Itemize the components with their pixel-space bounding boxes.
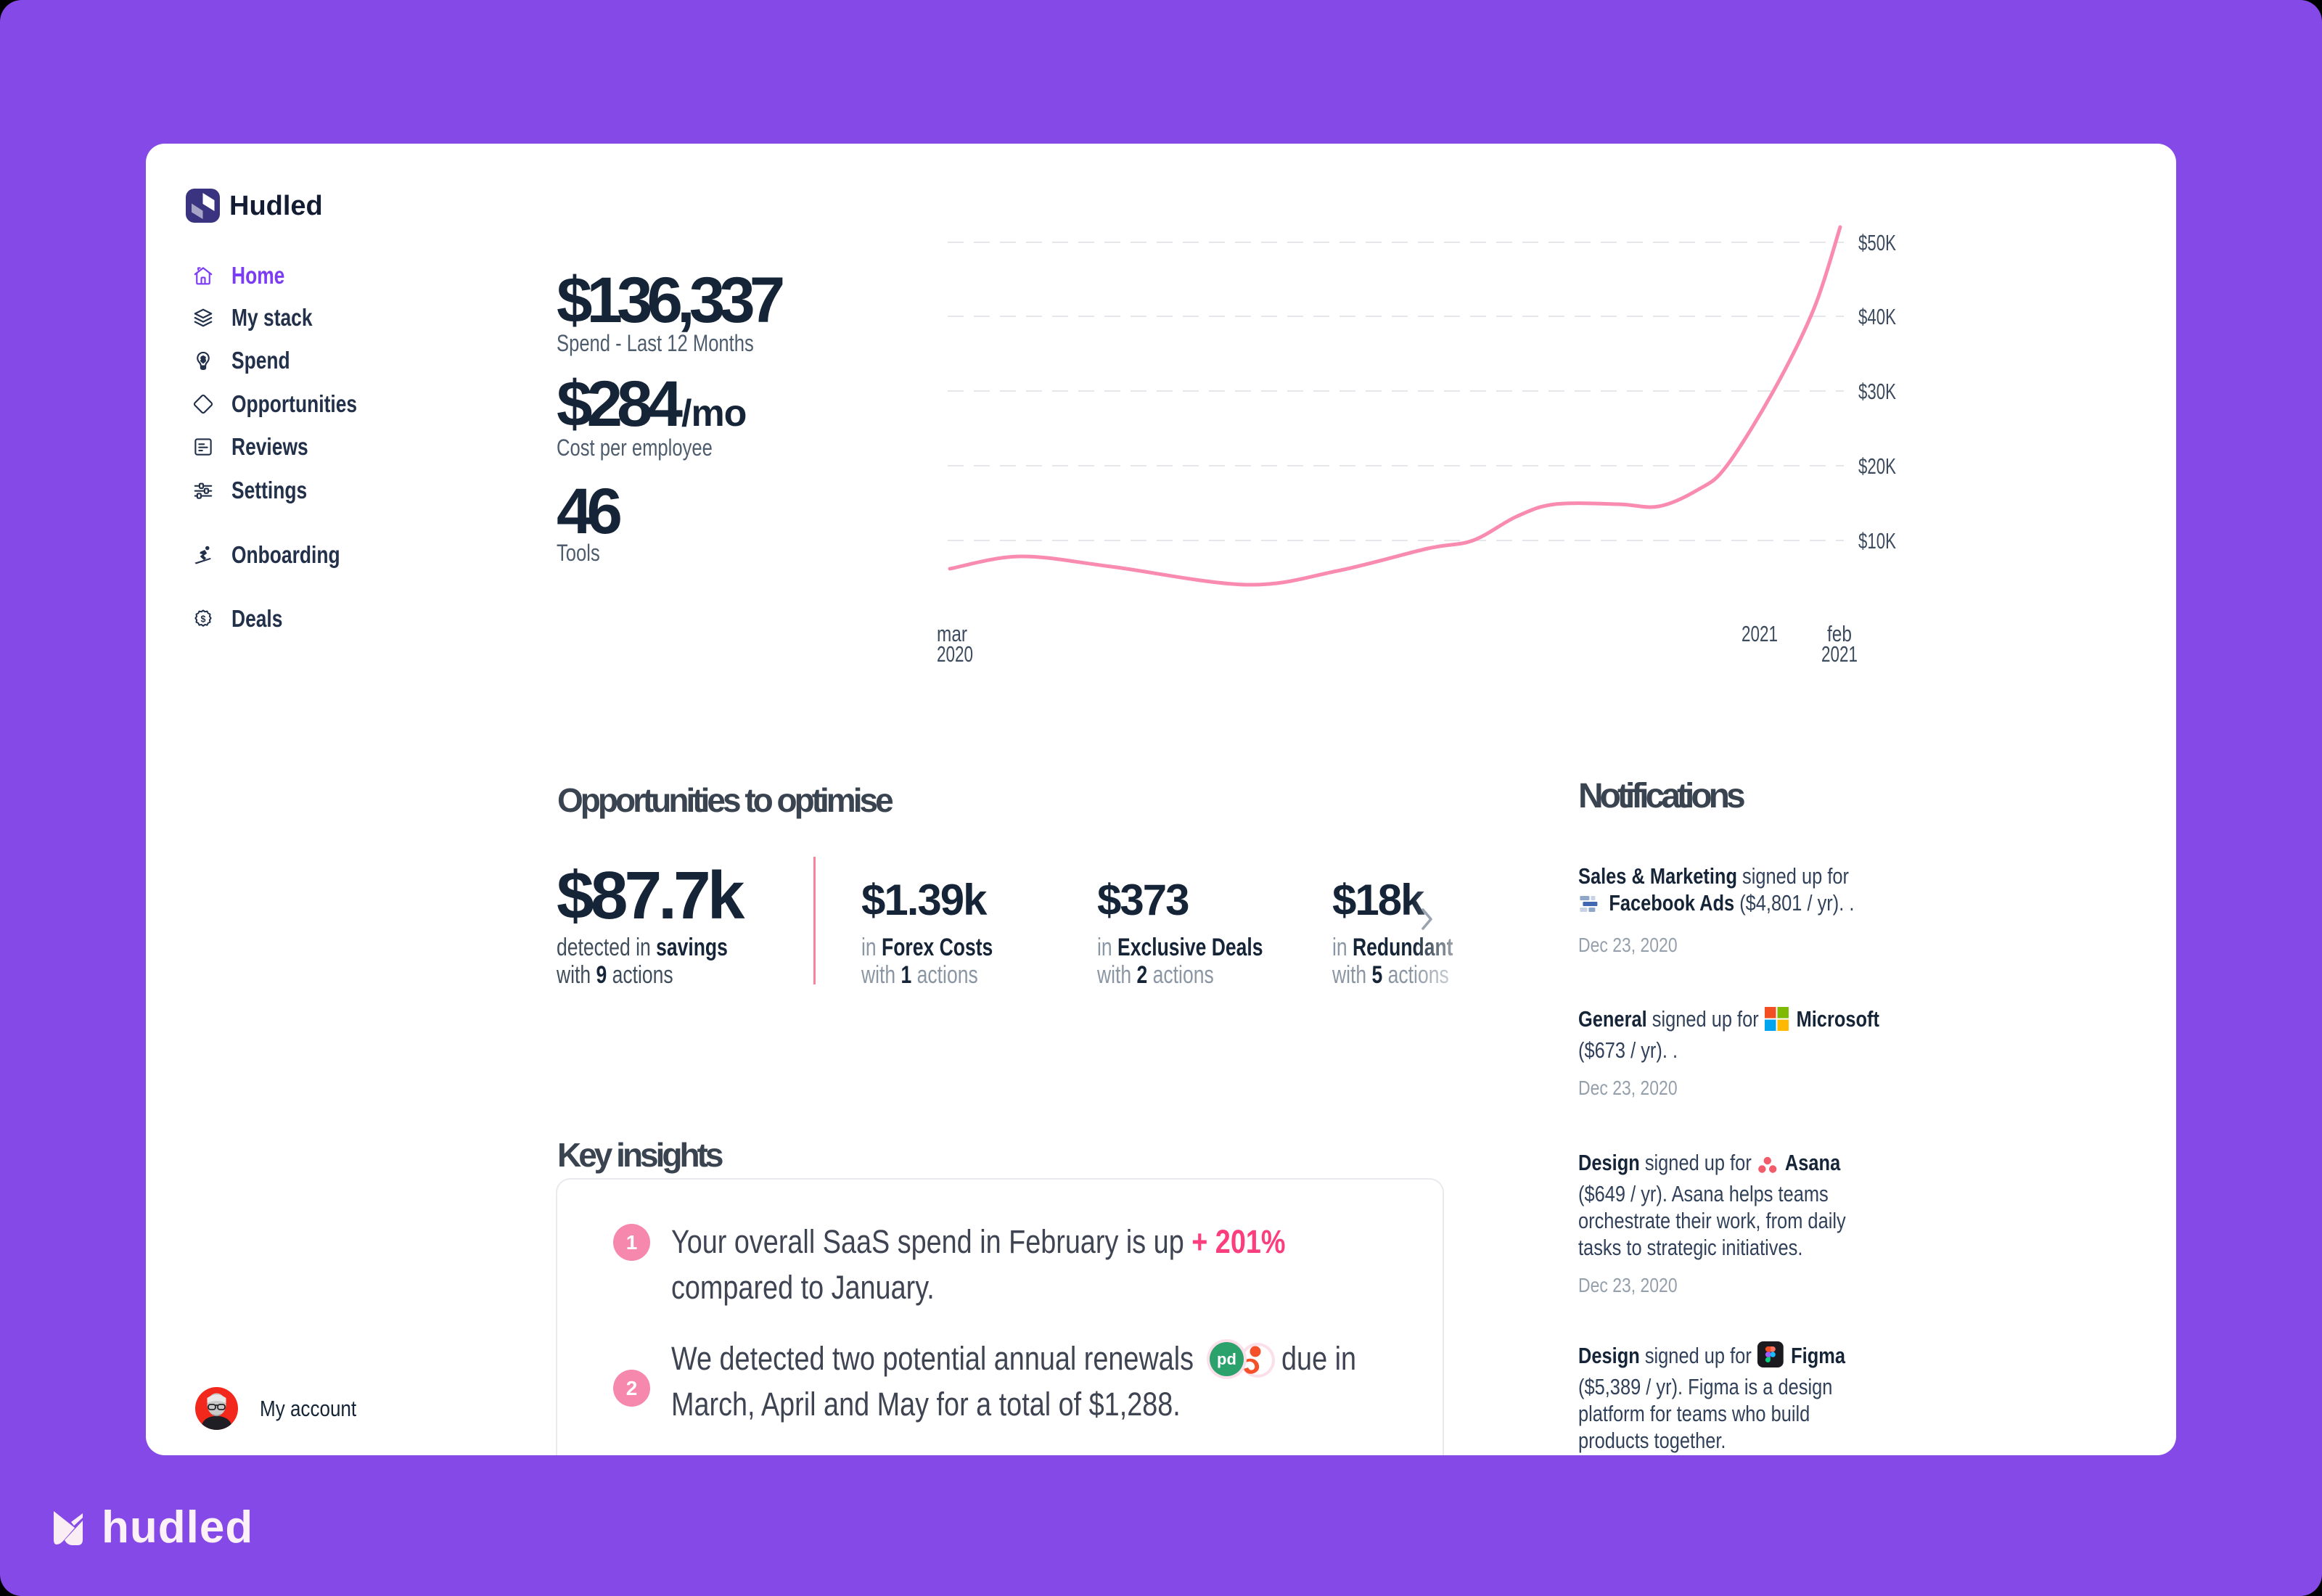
svg-text:$: $ xyxy=(201,614,206,624)
svg-text:mar: mar xyxy=(937,621,967,646)
svg-text:$40K: $40K xyxy=(1858,304,1896,329)
svg-text:$30K: $30K xyxy=(1858,379,1896,404)
svg-text:$20K: $20K xyxy=(1858,453,1896,479)
svg-text:2021: 2021 xyxy=(1742,621,1778,646)
svg-text:$10K: $10K xyxy=(1858,528,1896,554)
svg-text:2021: 2021 xyxy=(1821,641,1858,667)
svg-text:$: $ xyxy=(201,355,206,364)
svg-text:feb: feb xyxy=(1827,621,1852,646)
svg-text:2020: 2020 xyxy=(937,641,973,667)
svg-text:$50K: $50K xyxy=(1858,230,1896,255)
